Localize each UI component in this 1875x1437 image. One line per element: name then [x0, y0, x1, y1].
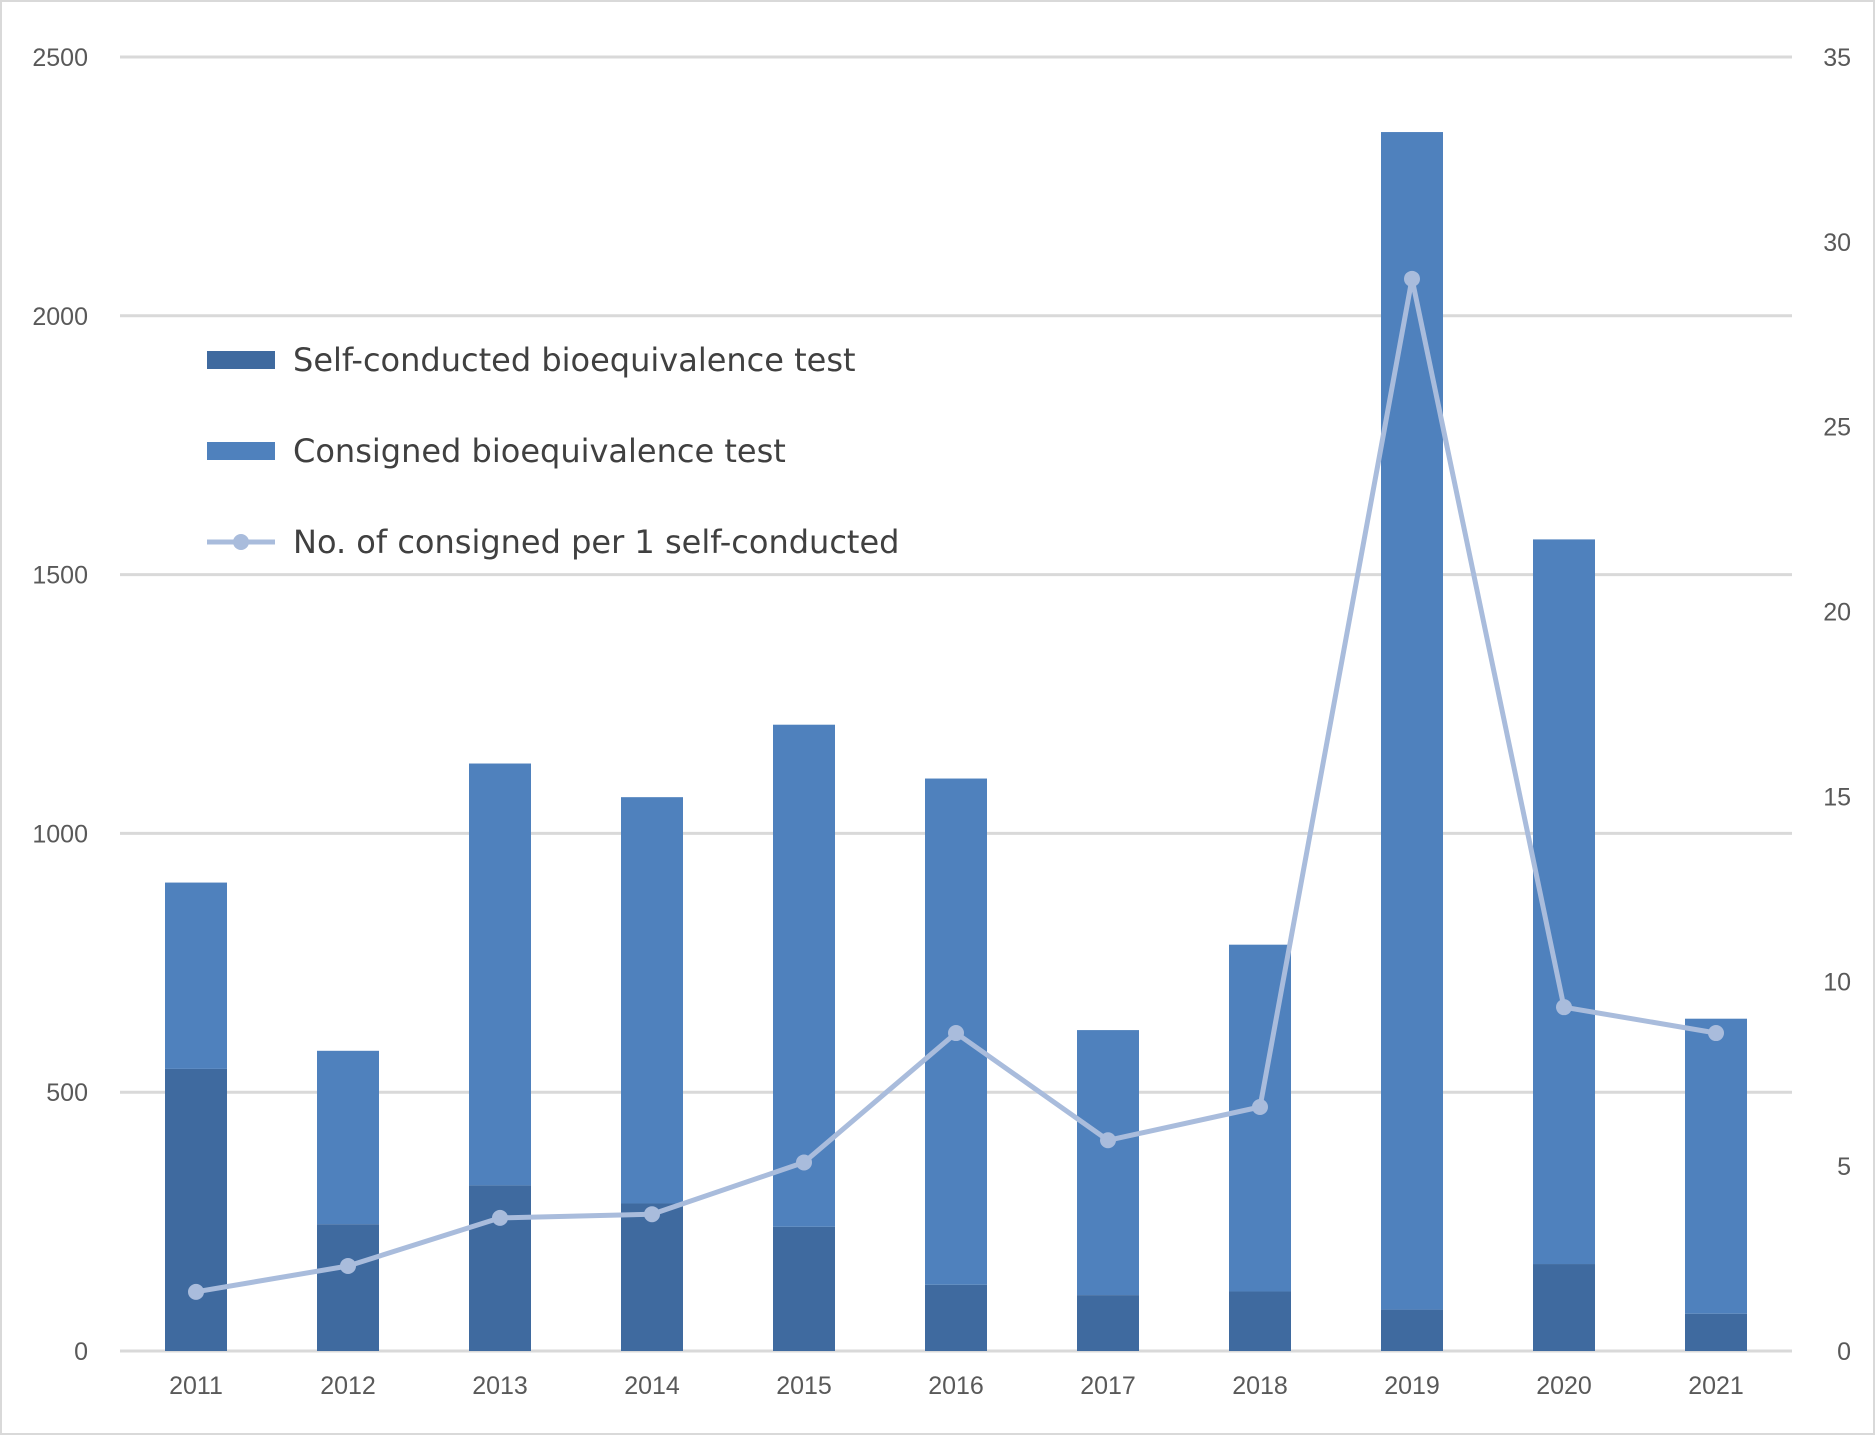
legend-swatch-ratio-marker	[233, 534, 249, 550]
ratio-line-series	[188, 270, 1724, 1300]
y2-tick-label: 25	[1823, 414, 1851, 442]
y-tick-label: 2000	[32, 303, 88, 331]
y-tick-label: 1500	[32, 562, 88, 590]
x-tick-label: 2018	[1232, 1372, 1288, 1400]
bar-consigned-2013	[469, 763, 531, 1186]
ratio-point-2018	[1252, 1098, 1268, 1115]
ratio-point-2012	[340, 1257, 356, 1274]
bar-self-conducted-2019	[1381, 1309, 1443, 1351]
ratio-point-2015	[796, 1154, 812, 1171]
y2-tick-label: 0	[1837, 1338, 1851, 1366]
x-tick-label: 2012	[320, 1372, 376, 1400]
ratio-point-2017	[1100, 1132, 1116, 1149]
legend-swatch-self-conducted	[207, 351, 275, 369]
bar-self-conducted-2017	[1077, 1295, 1139, 1351]
legend-label: Self-conducted bioequivalence test	[293, 341, 856, 379]
ratio-point-2016	[948, 1025, 964, 1042]
bar-consigned-2017	[1077, 1030, 1139, 1296]
x-tick-label: 2013	[472, 1372, 528, 1400]
axes: 0 500 1000 1500 2000 2500 0 5 10 15 20 25 30 35 2011 20…	[32, 44, 1851, 1400]
x-tick-label: 2020	[1536, 1372, 1592, 1400]
x-tick-label: 2019	[1384, 1372, 1440, 1400]
y-tick-label: 1000	[32, 820, 88, 848]
ratio-point-2011	[188, 1283, 204, 1300]
legend: Self-conducted bioequivalence test Consig…	[207, 341, 899, 561]
x-tick-label: 2017	[1080, 1372, 1136, 1400]
y-tick-label: 2500	[32, 44, 88, 72]
ratio-point-2013	[492, 1209, 508, 1226]
ratio-point-2021	[1708, 1025, 1724, 1042]
y-tick-label: 500	[46, 1079, 88, 1107]
legend-label: Consigned bioequivalence test	[293, 432, 786, 470]
ratio-point-2019	[1404, 270, 1420, 287]
bar-consigned-2012	[317, 1050, 379, 1225]
bar-self-conducted-2015	[773, 1226, 835, 1351]
y2-tick-label: 30	[1823, 229, 1851, 257]
bar-self-conducted-2012	[317, 1224, 379, 1351]
bar-consigned-2021	[1685, 1018, 1747, 1314]
bar-self-conducted-2016	[925, 1284, 987, 1351]
bar-self-conducted-2011	[165, 1068, 227, 1351]
x-tick-label: 2015	[776, 1372, 832, 1400]
y2-tick-label: 35	[1823, 44, 1851, 72]
legend-swatch-consigned	[207, 442, 275, 460]
ratio-point-2014	[644, 1206, 660, 1223]
y2-tick-label: 20	[1823, 599, 1851, 627]
x-tick-label: 2011	[169, 1372, 223, 1400]
bar-consigned-2014	[621, 797, 683, 1204]
y2-tick-label: 15	[1823, 783, 1851, 811]
bar-self-conducted-2018	[1229, 1291, 1291, 1351]
y2-tick-label: 10	[1823, 968, 1851, 996]
bar-consigned-2011	[165, 882, 227, 1069]
x-tick-label: 2014	[624, 1372, 680, 1400]
bar-consigned-2019	[1381, 132, 1443, 1310]
x-tick-label: 2021	[1688, 1372, 1744, 1400]
x-tick-label: 2016	[928, 1372, 984, 1400]
bar-self-conducted-2021	[1685, 1313, 1747, 1351]
y-tick-label: 0	[74, 1338, 88, 1366]
bars	[165, 132, 1747, 1351]
ratio-point-2020	[1556, 999, 1572, 1016]
bar-consigned-2015	[773, 724, 835, 1227]
bar-self-conducted-2014	[621, 1203, 683, 1351]
bar-self-conducted-2020	[1533, 1264, 1595, 1351]
legend-label: No. of consigned per 1 self-conducted	[293, 523, 899, 561]
y2-tick-label: 5	[1837, 1153, 1851, 1181]
